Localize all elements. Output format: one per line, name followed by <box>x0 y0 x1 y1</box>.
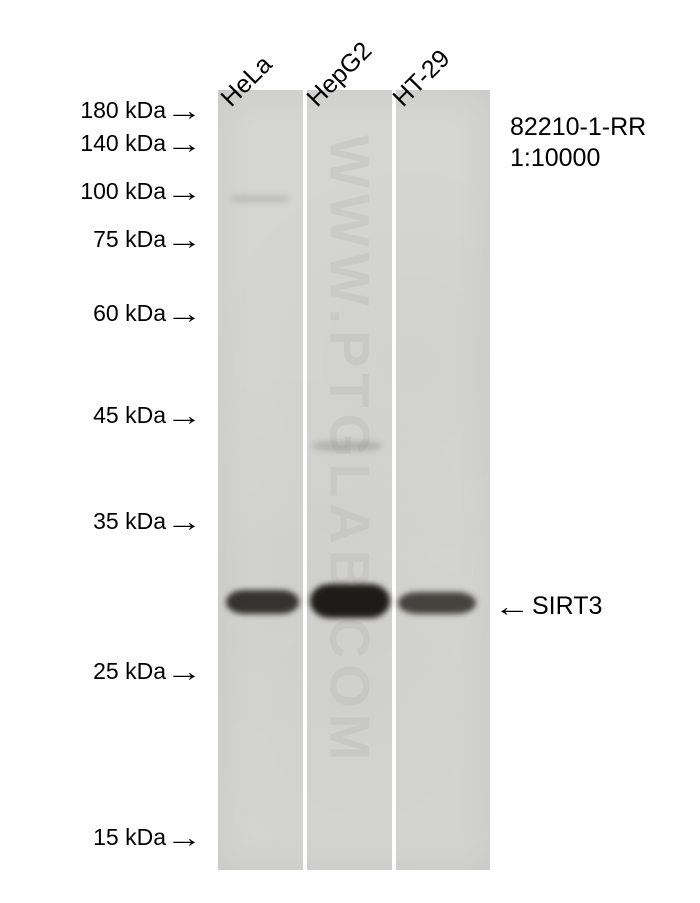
lane-separator <box>392 90 396 870</box>
molecular-weight-marker: 45 kDa→ <box>58 402 198 429</box>
arrow-right-icon: → <box>166 831 202 845</box>
arrow-right-icon: → <box>166 233 202 247</box>
marker-label: 35 kDa <box>93 508 166 535</box>
arrow-right-icon: → <box>166 307 202 321</box>
figure-container: WWW.PTGLAB.COM 82210-1-RR 1:10000 ← SIRT… <box>0 0 700 903</box>
antibody-info: 82210-1-RR 1:10000 <box>510 112 646 175</box>
arrow-right-icon: → <box>166 104 202 118</box>
product-code: 82210-1-RR <box>510 113 646 141</box>
protein-band <box>310 584 390 618</box>
arrow-right-icon: → <box>166 137 202 151</box>
dilution-ratio: 1:10000 <box>510 144 600 172</box>
marker-label: 140 kDa <box>80 130 166 157</box>
marker-label: 15 kDa <box>93 824 166 851</box>
band-annotation-label: SIRT3 <box>532 592 602 621</box>
faint-band <box>230 195 290 203</box>
membrane-noise <box>218 90 490 870</box>
molecular-weight-marker: 60 kDa→ <box>58 300 198 327</box>
marker-label: 25 kDa <box>93 658 166 685</box>
molecular-weight-marker: 25 kDa→ <box>58 658 198 685</box>
blot-membrane <box>218 90 490 870</box>
arrow-right-icon: → <box>166 409 202 423</box>
molecular-weight-marker: 35 kDa→ <box>58 508 198 535</box>
arrow-right-icon: → <box>166 665 202 679</box>
molecular-weight-marker: 100 kDa→ <box>58 178 198 205</box>
marker-label: 60 kDa <box>93 300 166 327</box>
arrow-right-icon: → <box>166 515 202 529</box>
marker-label: 45 kDa <box>93 402 166 429</box>
marker-label: 75 kDa <box>93 226 166 253</box>
molecular-weight-marker: 180 kDa→ <box>58 97 198 124</box>
arrow-left-icon: ← <box>494 600 530 614</box>
molecular-weight-marker: 140 kDa→ <box>58 130 198 157</box>
band-annotation: ← SIRT3 <box>498 592 602 621</box>
molecular-weight-marker: 15 kDa→ <box>58 824 198 851</box>
marker-label: 180 kDa <box>80 97 166 124</box>
protein-band <box>398 592 476 614</box>
lane-separator <box>303 90 307 870</box>
molecular-weight-marker: 75 kDa→ <box>58 226 198 253</box>
protein-band <box>226 590 299 614</box>
faint-band <box>312 441 382 451</box>
marker-label: 100 kDa <box>80 178 166 205</box>
arrow-right-icon: → <box>166 185 202 199</box>
